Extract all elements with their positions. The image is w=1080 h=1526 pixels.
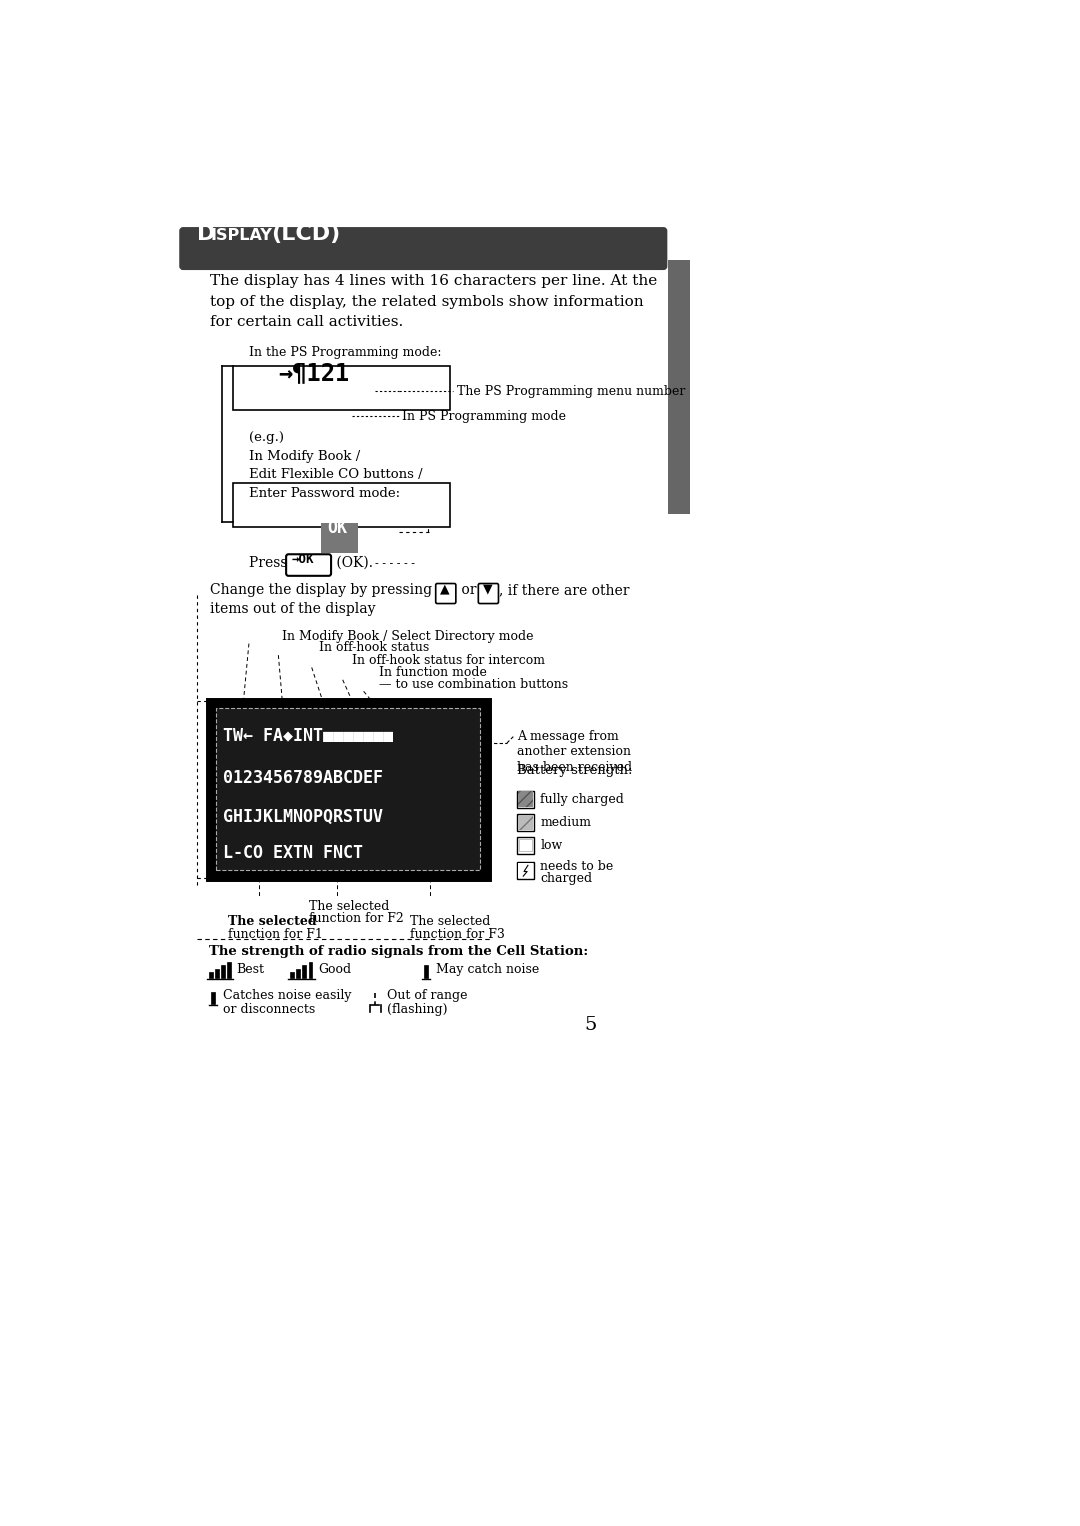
- Text: 5: 5: [584, 1016, 597, 1035]
- Text: Out of range: Out of range: [387, 989, 468, 1003]
- Bar: [221, 966, 225, 978]
- Text: Edit Flexible CO buttons /: Edit Flexible CO buttons /: [248, 468, 422, 481]
- Text: items out of the display: items out of the display: [211, 601, 376, 617]
- Text: The selected: The selected: [410, 916, 490, 928]
- FancyBboxPatch shape: [180, 227, 666, 270]
- Text: 0123456789ABCDEF: 0123456789ABCDEF: [222, 769, 382, 787]
- Text: Best: Best: [237, 963, 265, 977]
- Text: In off-hook status for intercom: In off-hook status for intercom: [352, 653, 545, 667]
- Text: top of the display, the related symbols show information: top of the display, the related symbols …: [211, 295, 644, 308]
- Bar: [517, 792, 534, 807]
- Text: — to use combination buttons: — to use combination buttons: [379, 678, 568, 691]
- Bar: [519, 839, 531, 852]
- Text: GHIJKLMNOPQRSTUV: GHIJKLMNOPQRSTUV: [222, 807, 382, 826]
- Text: or: or: [458, 583, 482, 597]
- Text: The display has 4 lines with 16 characters per line. At the: The display has 4 lines with 16 characte…: [211, 273, 658, 288]
- Text: (e.g.): (e.g.): [248, 430, 284, 444]
- Text: In off-hook status: In off-hook status: [320, 641, 430, 655]
- FancyBboxPatch shape: [478, 583, 499, 604]
- Text: low: low: [540, 839, 563, 852]
- Text: Enter Password mode:: Enter Password mode:: [248, 487, 400, 499]
- Text: for certain call activities.: for certain call activities.: [211, 316, 404, 330]
- Text: In Modify Book / Select Directory mode: In Modify Book / Select Directory mode: [282, 630, 534, 642]
- Text: The strength of radio signals from the Cell Station:: The strength of radio signals from the C…: [208, 945, 588, 958]
- Bar: [291, 972, 294, 978]
- Text: OK: OK: [327, 519, 347, 537]
- Bar: [517, 790, 535, 807]
- Text: TW← FA◆INT■■■■■■■: TW← FA◆INT■■■■■■■: [222, 726, 392, 745]
- Text: Change the display by pressing: Change the display by pressing: [211, 583, 432, 597]
- Text: →¶121: →¶121: [279, 362, 350, 385]
- Bar: [233, 366, 450, 410]
- Text: ISPLAY: ISPLAY: [211, 227, 272, 243]
- Text: function for F3: function for F3: [410, 928, 505, 940]
- Text: fully charged: fully charged: [540, 794, 624, 806]
- Bar: [517, 862, 535, 879]
- Text: or disconnects: or disconnects: [222, 1003, 315, 1016]
- Text: has been received: has been received: [517, 760, 632, 774]
- Bar: [227, 963, 231, 978]
- Bar: [208, 700, 488, 877]
- Text: Battery strength:: Battery strength:: [517, 763, 633, 777]
- Text: In PS Programming mode: In PS Programming mode: [403, 409, 566, 423]
- Bar: [215, 969, 218, 978]
- Text: D: D: [197, 224, 215, 244]
- Text: function for F2: function for F2: [309, 913, 404, 925]
- Text: The PS Programming menu number: The PS Programming menu number: [457, 385, 685, 398]
- Text: (flashing): (flashing): [387, 1003, 447, 1016]
- Text: The selected: The selected: [228, 916, 316, 928]
- Text: Good: Good: [318, 963, 351, 977]
- Bar: [517, 815, 534, 830]
- Text: In Modify Book /: In Modify Book /: [248, 450, 360, 462]
- Bar: [211, 992, 215, 1004]
- Text: , if there are other: , if there are other: [499, 583, 630, 597]
- Text: medium: medium: [540, 816, 592, 829]
- Text: In function mode: In function mode: [379, 665, 487, 679]
- Text: May catch noise: May catch noise: [435, 963, 539, 977]
- Text: In the PS Programming mode:: In the PS Programming mode:: [248, 346, 442, 359]
- Text: charged: charged: [540, 873, 593, 885]
- Bar: [517, 813, 535, 830]
- Bar: [517, 836, 535, 853]
- Text: L-CO EXTN FNCT: L-CO EXTN FNCT: [222, 844, 363, 862]
- Bar: [296, 969, 300, 978]
- Text: The selected: The selected: [309, 900, 390, 913]
- Text: A message from: A message from: [517, 729, 619, 743]
- Text: ▼: ▼: [483, 581, 492, 595]
- Bar: [309, 963, 312, 978]
- Text: (LCD): (LCD): [271, 224, 340, 244]
- Text: (OK).: (OK).: [332, 555, 373, 569]
- Text: Press: Press: [248, 555, 292, 569]
- FancyBboxPatch shape: [435, 583, 456, 604]
- Text: ▲: ▲: [441, 581, 450, 595]
- Bar: [233, 482, 450, 528]
- Bar: [208, 972, 213, 978]
- Bar: [669, 259, 690, 514]
- Text: →OK: →OK: [292, 554, 314, 566]
- Bar: [517, 864, 534, 879]
- Bar: [216, 708, 480, 870]
- FancyBboxPatch shape: [286, 554, 332, 575]
- Bar: [424, 966, 428, 978]
- Text: another extension: another extension: [517, 745, 631, 758]
- Bar: [302, 966, 307, 978]
- Text: function for F1: function for F1: [228, 928, 323, 940]
- Text: needs to be: needs to be: [540, 861, 613, 873]
- Bar: [321, 523, 359, 552]
- Text: - - - - - -: - - - - - -: [375, 559, 415, 569]
- Text: Catches noise easily: Catches noise easily: [222, 989, 351, 1003]
